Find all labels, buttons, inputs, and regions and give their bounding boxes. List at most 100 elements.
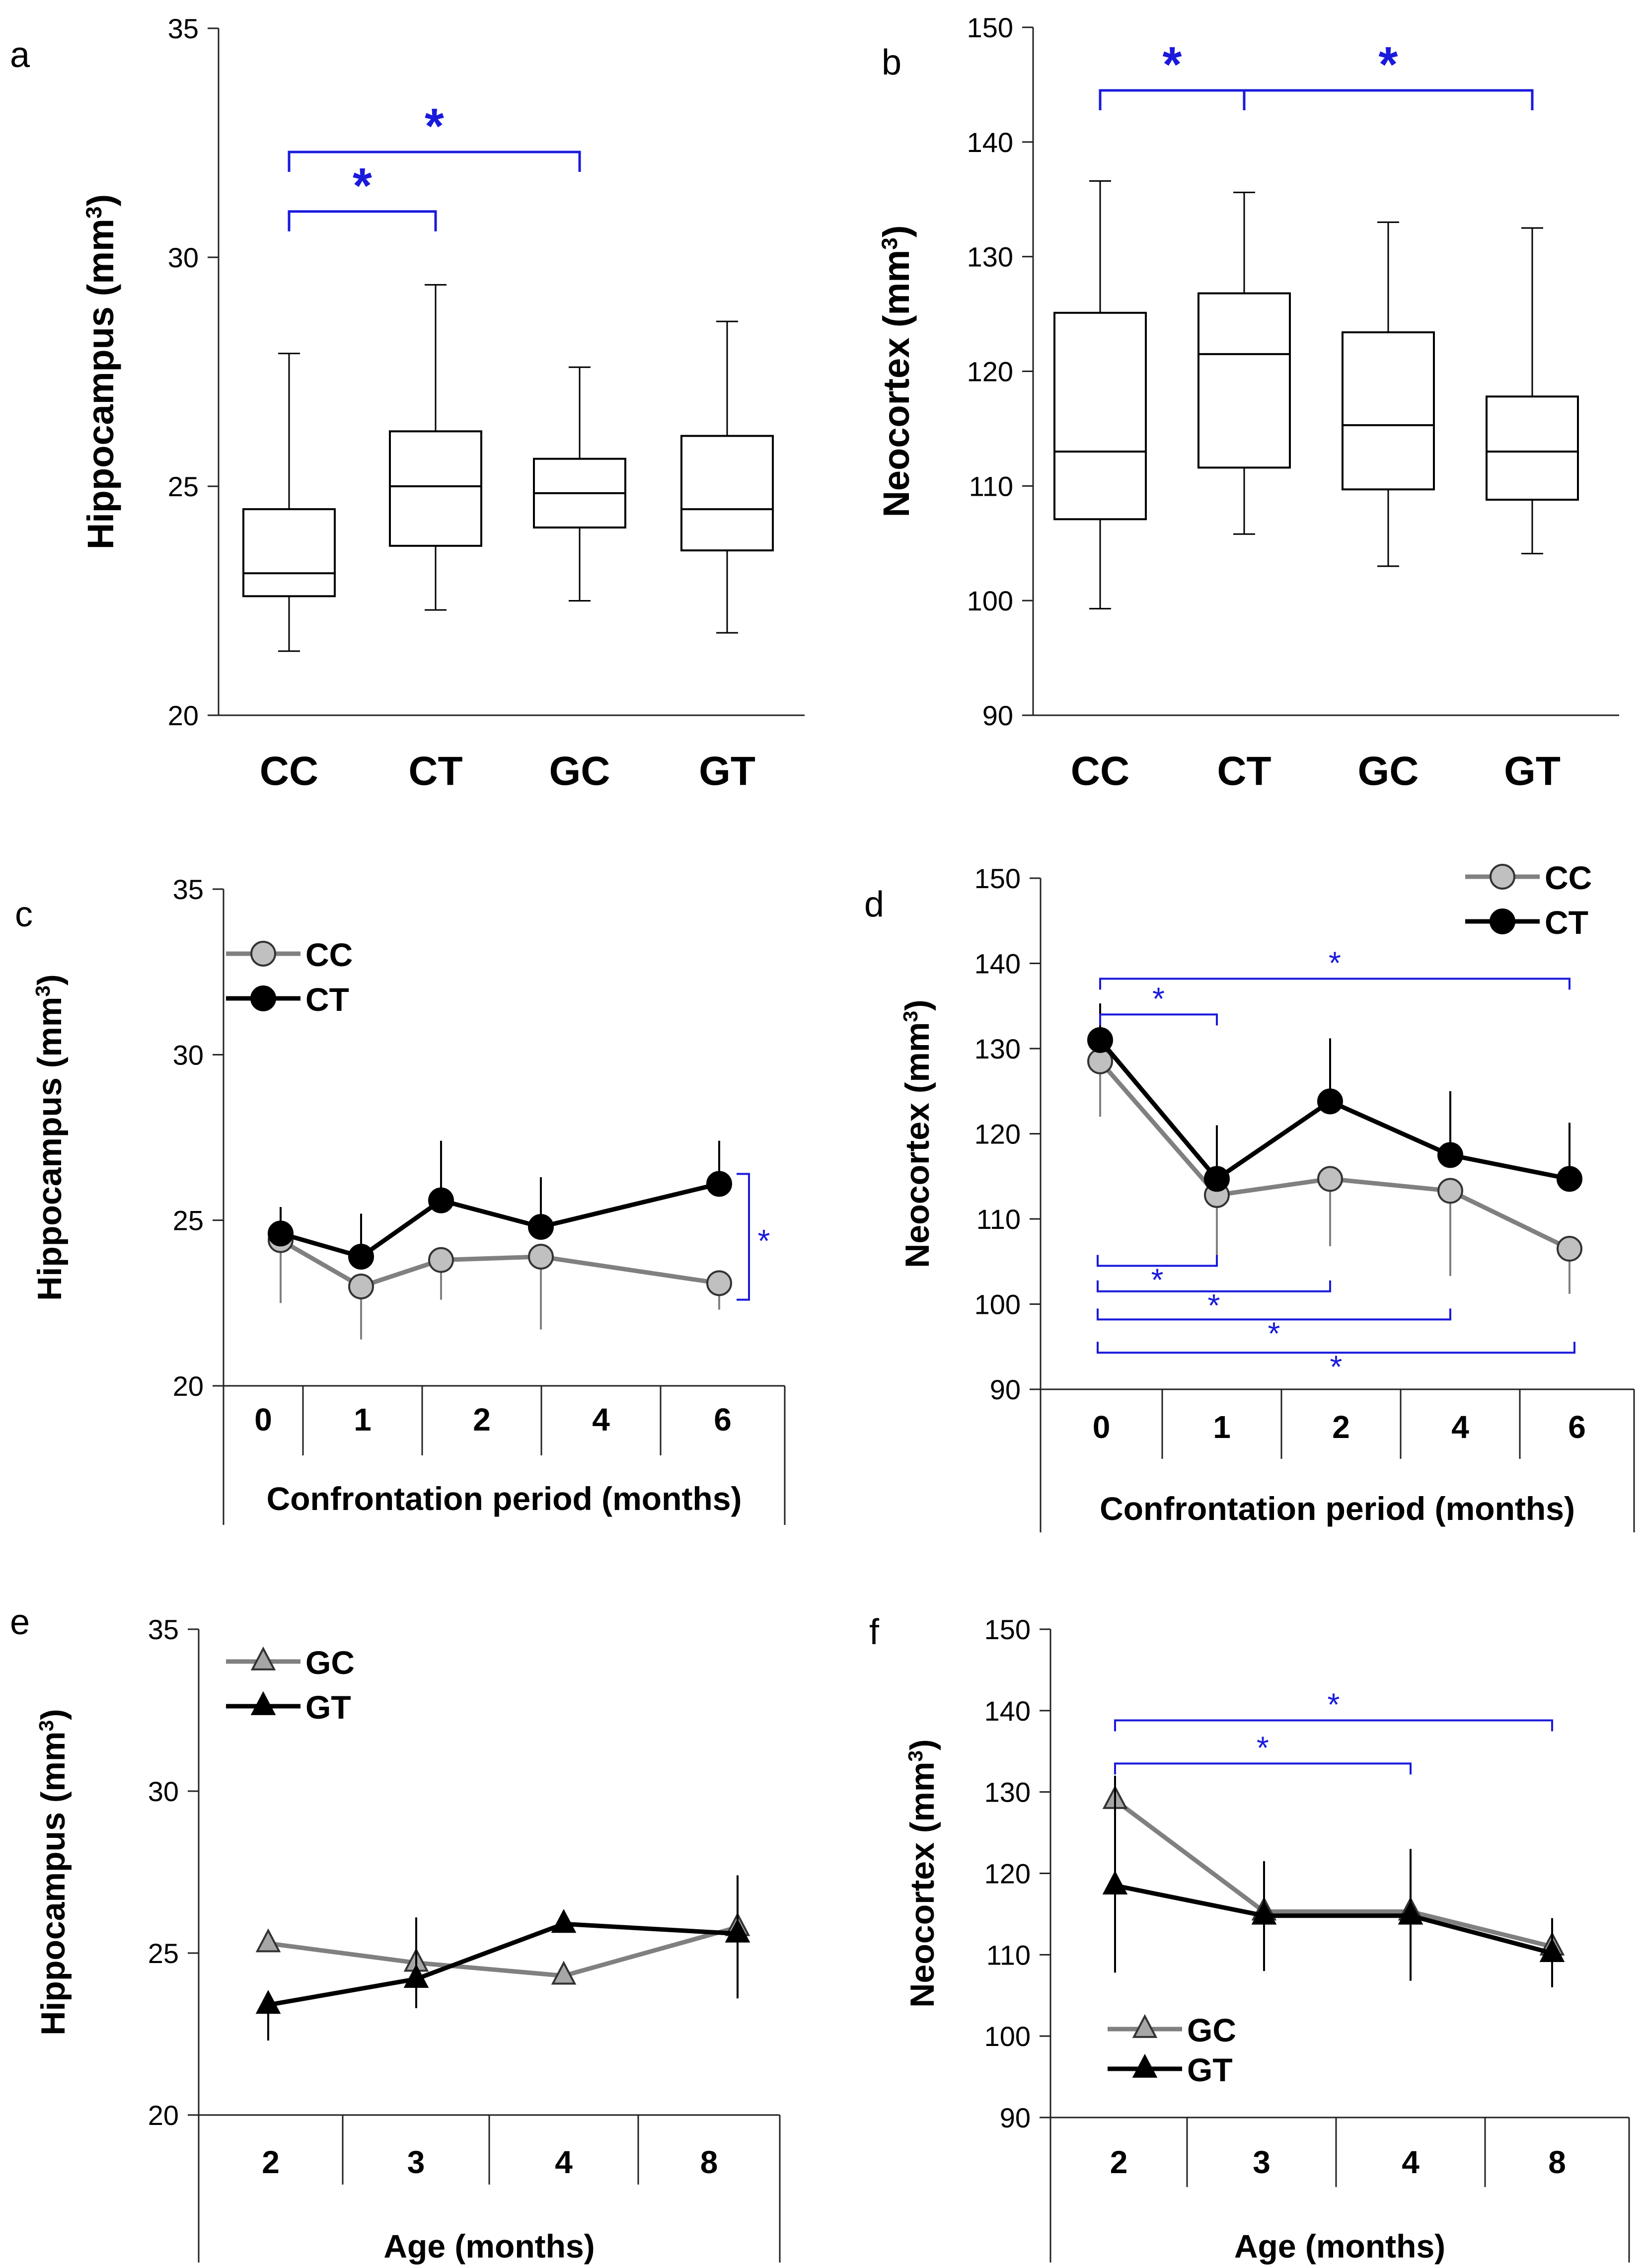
legend-label: CC xyxy=(305,936,353,973)
data-point xyxy=(1132,2014,1158,2038)
category-label-GC: GC xyxy=(549,749,610,794)
y-tick-label: 130 xyxy=(967,241,1013,273)
data-point xyxy=(706,1171,732,1197)
category-label-GT: GT xyxy=(699,749,755,794)
y-tick-label: 150 xyxy=(967,12,1013,43)
data-point xyxy=(268,1220,294,1247)
series-line xyxy=(268,1925,739,1978)
y-axis-label: Neocortex (mm3) xyxy=(903,1739,941,2007)
data-point xyxy=(1557,1166,1582,1192)
y-axis-label-text: Neocortex (mm xyxy=(903,1762,941,2008)
box-iqr xyxy=(1342,331,1435,491)
y-tick-label: 30 xyxy=(173,1039,204,1070)
category-label-0: 0 xyxy=(1093,1409,1111,1445)
data-point xyxy=(551,1961,577,1985)
significance-star: * xyxy=(758,1223,770,1259)
category-label-3: 3 xyxy=(1253,2144,1270,2180)
data-point xyxy=(403,1964,429,1988)
legend-label: CT xyxy=(305,981,349,1018)
data-point xyxy=(1087,1027,1113,1053)
data-point xyxy=(528,1214,554,1240)
y-tick-label: 120 xyxy=(984,1858,1031,1890)
y-axis-label-superscript: 3 xyxy=(82,206,106,219)
y-tick-label: 100 xyxy=(974,1289,1021,1320)
data-point xyxy=(1102,1870,1128,1894)
series-GT xyxy=(255,1875,750,2041)
y-tick-label: 90 xyxy=(990,1374,1021,1405)
box-iqr xyxy=(242,508,336,598)
category-label-2: 2 xyxy=(1332,1409,1350,1445)
box-GT xyxy=(1486,227,1579,555)
x-axis-title: Confrontation period (months) xyxy=(267,1480,742,1517)
y-tick-label: 100 xyxy=(967,585,1013,616)
y-axis-label-tail: ) xyxy=(876,225,917,237)
series-line xyxy=(1115,1883,1553,1956)
data-point xyxy=(348,1244,374,1270)
legend-item-CT: CT xyxy=(226,981,349,1018)
box-iqr xyxy=(1197,292,1291,469)
y-tick-label: 130 xyxy=(984,1777,1031,1808)
data-point xyxy=(706,1270,732,1296)
legend-label: CC xyxy=(1545,859,1592,896)
category-label-6: 6 xyxy=(1568,1409,1586,1445)
y-axis-label: Hippocampus (mm3) xyxy=(34,1709,72,2035)
category-label-4: 4 xyxy=(1451,1409,1469,1445)
category-label-2: 2 xyxy=(262,2144,280,2180)
data-point xyxy=(1317,1088,1343,1115)
panel-label: a xyxy=(10,35,30,75)
data-point xyxy=(1398,1900,1423,1925)
significance-star: * xyxy=(353,158,372,214)
legend-item-GT: GT xyxy=(1108,2051,1233,2088)
y-axis-label-text: Hippocampus (mm xyxy=(80,219,121,549)
y-axis-label-tail: ) xyxy=(31,974,69,985)
y-tick-label: 90 xyxy=(1000,2102,1031,2133)
panel-label: e xyxy=(10,1602,30,1642)
category-label-2: 2 xyxy=(1110,2144,1128,2180)
significance-star: * xyxy=(1163,37,1182,92)
y-axis-label-text: Hippocampus (mm xyxy=(34,1732,72,2036)
y-tick-label: 30 xyxy=(148,1776,179,1807)
series-CT xyxy=(1087,1003,1582,1192)
box-iqr xyxy=(680,435,774,552)
significance-star: * xyxy=(1328,1686,1340,1722)
data-point xyxy=(255,1928,281,1953)
series-CC xyxy=(268,1227,732,1340)
box-iqr xyxy=(1486,395,1579,501)
category-label-CC: CC xyxy=(1071,749,1129,794)
data-point xyxy=(250,1646,276,1670)
legend-item-GC: GC xyxy=(1108,2012,1236,2048)
series-line xyxy=(280,1181,720,1259)
y-tick-label: 150 xyxy=(974,863,1021,894)
y-axis-label: Hippocampus (mm3) xyxy=(31,974,69,1300)
significance-star: * xyxy=(425,98,444,154)
significance-bracket xyxy=(1114,1719,1553,1732)
significance-bracket xyxy=(1097,1308,1451,1321)
data-point xyxy=(1557,1236,1582,1262)
significance-bracket xyxy=(1243,89,1534,110)
y-tick-label: 30 xyxy=(168,242,199,273)
y-axis-label-superscript: 3 xyxy=(35,1720,58,1732)
significance-star: * xyxy=(1379,37,1398,92)
data-point xyxy=(551,1909,577,1933)
category-label-1: 1 xyxy=(354,1402,372,1437)
box-CT xyxy=(1197,191,1291,535)
box-iqr xyxy=(1053,311,1147,521)
legend-item-GC: GC xyxy=(226,1644,355,1681)
panel-d: d 90 100 110 120 130 140 150 Neocortex (mm3) 0 1 2 4… xyxy=(864,859,1635,1532)
y-axis-label: Neocortex (mm3) xyxy=(876,225,917,517)
y-axis-label-text: Neocortex (mm xyxy=(898,1022,936,1268)
box-iqr xyxy=(389,430,482,547)
data-point xyxy=(255,1990,281,2014)
category-label-2: 2 xyxy=(473,1402,491,1437)
significance-bracket xyxy=(1114,1762,1412,1775)
y-tick-label: 100 xyxy=(984,2021,1031,2052)
legend-item-GT: GT xyxy=(226,1689,351,1726)
data-point xyxy=(1490,908,1515,934)
y-axis-label-tail: ) xyxy=(903,1739,941,1750)
box-CT xyxy=(389,284,482,611)
significance-bracket xyxy=(1097,1255,1218,1267)
y-tick-label: 35 xyxy=(173,874,204,905)
y-tick-label: 20 xyxy=(168,700,199,731)
y-tick-label: 120 xyxy=(967,356,1013,387)
y-tick-label: 20 xyxy=(148,2100,179,2131)
